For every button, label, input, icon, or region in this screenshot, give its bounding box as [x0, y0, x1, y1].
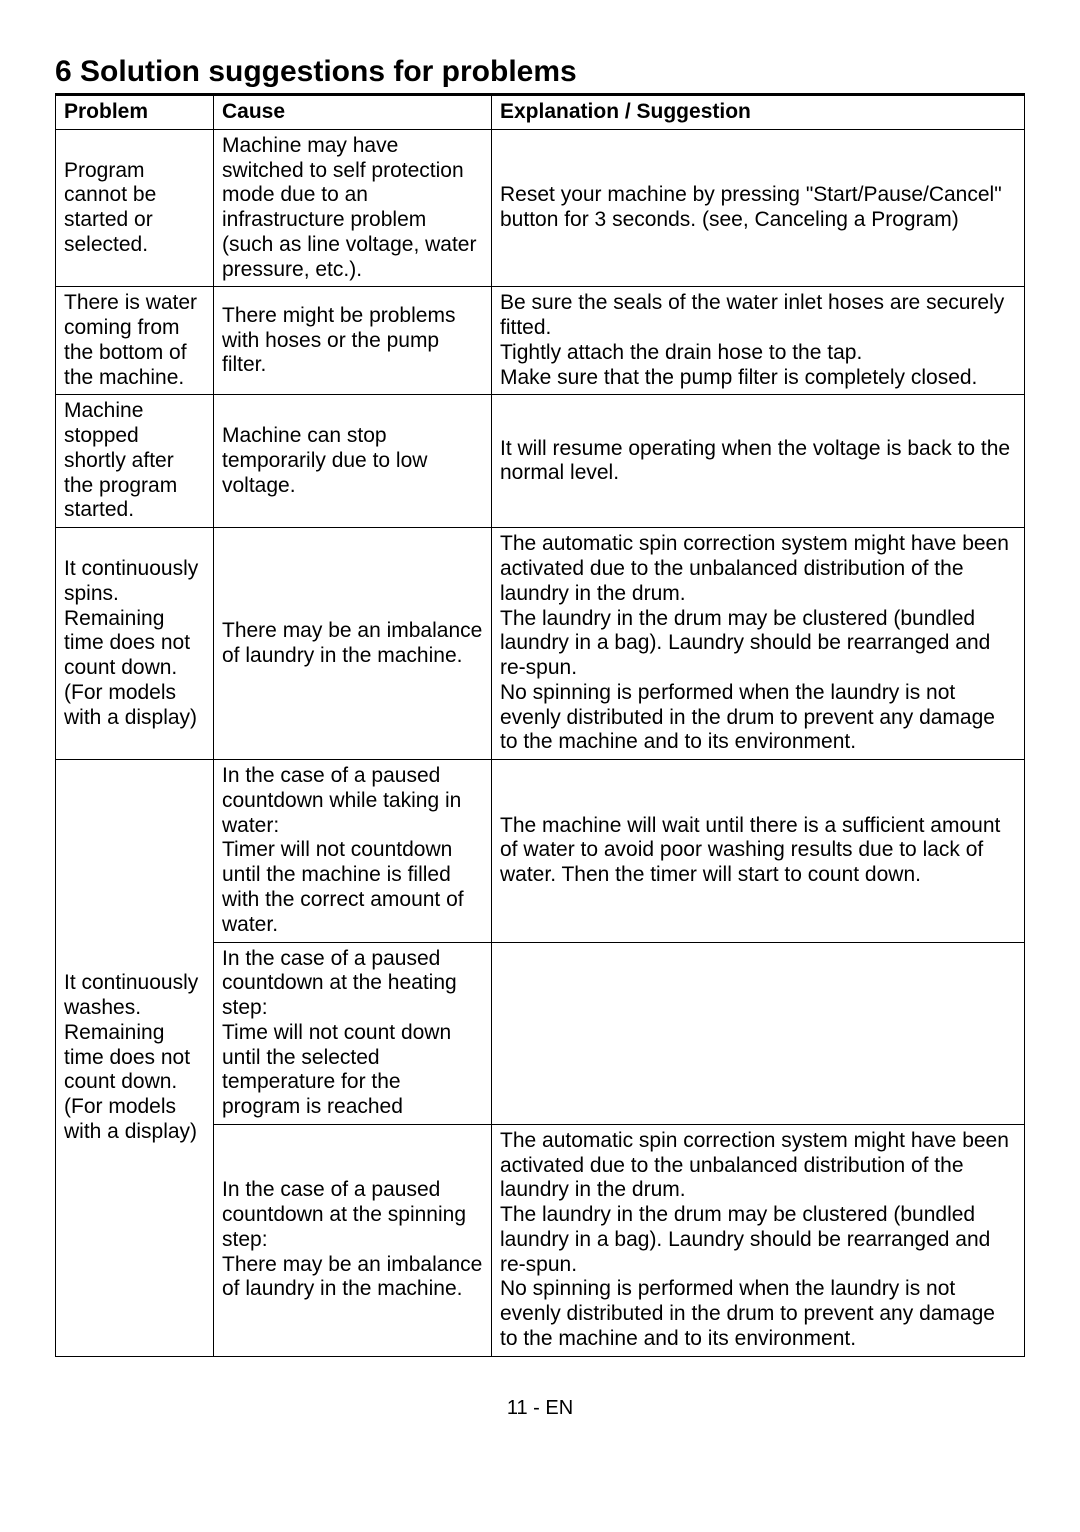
header-explanation: Explanation / Suggestion — [492, 96, 1025, 130]
cell-cause: Machine may have switched to self protec… — [214, 129, 492, 287]
table-header-row: Problem Cause Explanation / Suggestion — [56, 96, 1025, 130]
header-cause: Cause — [214, 96, 492, 130]
cell-cause: There may be an imbalance of laundry in … — [214, 528, 492, 760]
cell-cause: Machine can stop temporarily due to low … — [214, 395, 492, 528]
header-problem: Problem — [56, 96, 214, 130]
cell-problem: Machine stopped shortly after the progra… — [56, 395, 214, 528]
cell-cause: In the case of a paused countdown at the… — [214, 1124, 492, 1356]
cell-problem: There is water coming from the bottom of… — [56, 287, 214, 395]
table-row: It continuously washes.Remaining time do… — [56, 760, 1025, 942]
cell-cause: In the case of a paused countdown while … — [214, 760, 492, 942]
cell-problem: Program cannot be started or selected. — [56, 129, 214, 287]
table-row: Machine stopped shortly after the progra… — [56, 395, 1025, 528]
cell-problem: It continuously washes.Remaining time do… — [56, 760, 214, 1357]
cell-explanation: It will resume operating when the voltag… — [492, 395, 1025, 528]
troubleshooting-table: Problem Cause Explanation / Suggestion P… — [55, 95, 1025, 1357]
page-footer: 11 - EN — [55, 1397, 1025, 1420]
cell-cause: In the case of a paused countdown at the… — [214, 942, 492, 1124]
cell-explanation — [492, 942, 1025, 1124]
table-row: Program cannot be started or selected. M… — [56, 129, 1025, 287]
cell-explanation: Be sure the seals of the water inlet hos… — [492, 287, 1025, 395]
table-row: It continuously spins.Remaining time doe… — [56, 528, 1025, 760]
cell-cause: There might be problems with hoses or th… — [214, 287, 492, 395]
cell-explanation: The automatic spin correction system mig… — [492, 1124, 1025, 1356]
cell-explanation: Reset your machine by pressing "Start/Pa… — [492, 129, 1025, 287]
cell-explanation: The machine will wait until there is a s… — [492, 760, 1025, 942]
section-heading: 6 Solution suggestions for problems — [55, 55, 1025, 95]
table-row: There is water coming from the bottom of… — [56, 287, 1025, 395]
cell-explanation: The automatic spin correction system mig… — [492, 528, 1025, 760]
cell-problem: It continuously spins.Remaining time doe… — [56, 528, 214, 760]
